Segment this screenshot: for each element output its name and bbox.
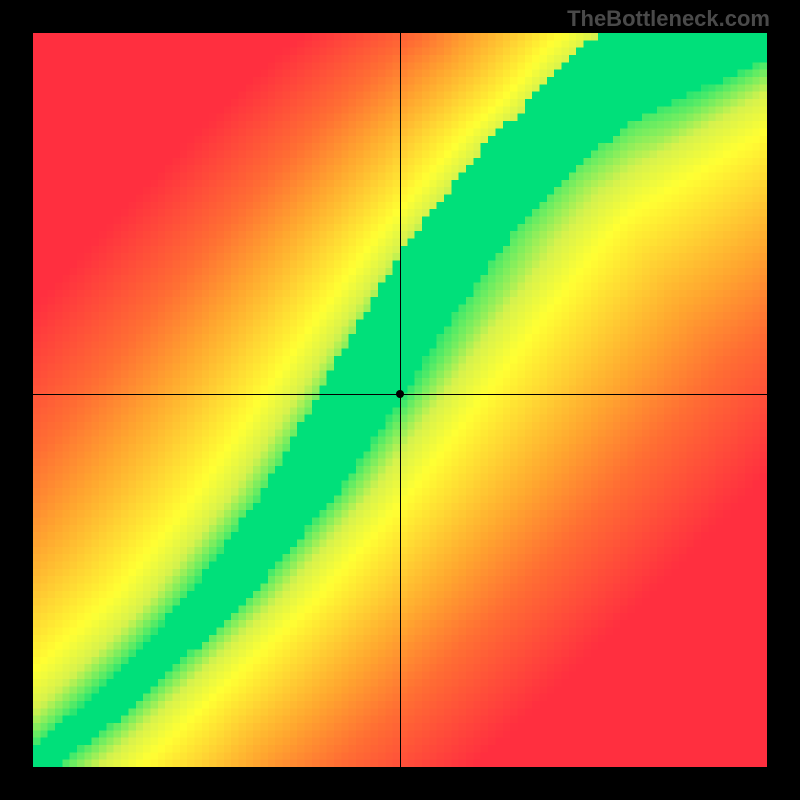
watermark-label: TheBottleneck.com: [567, 6, 770, 32]
selection-marker-dot: [396, 390, 404, 398]
crosshair-vertical: [400, 33, 401, 767]
chart-stage: TheBottleneck.com: [0, 0, 800, 800]
